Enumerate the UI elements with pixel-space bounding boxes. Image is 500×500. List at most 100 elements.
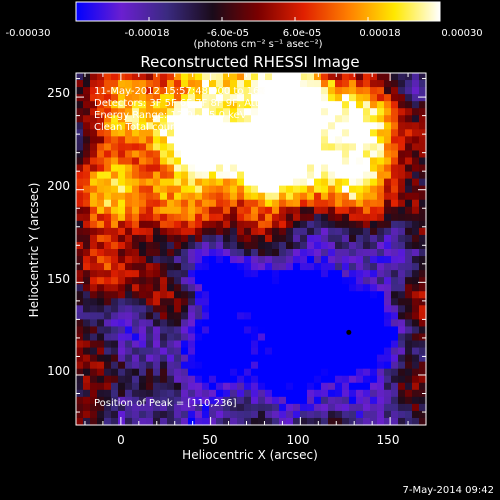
heatmap-cell (202, 220, 210, 229)
heatmap-cell (216, 115, 224, 123)
heatmap-cell (111, 389, 119, 398)
heatmap-cell (370, 220, 378, 229)
heatmap-cell (328, 354, 336, 363)
heatmap-cell (370, 312, 378, 320)
heatmap-cell (412, 361, 420, 370)
heatmap-cell (293, 73, 301, 81)
heatmap-cell (251, 403, 259, 412)
heatmap-cell (216, 382, 224, 391)
heatmap-cell (132, 185, 140, 194)
heatmap-cell (286, 241, 294, 250)
heatmap-cell (146, 185, 154, 194)
heatmap-cell (167, 122, 175, 130)
heatmap-cell (412, 382, 420, 391)
heatmap-cell (307, 150, 315, 159)
heatmap-cell (230, 227, 238, 236)
heatmap-cell (90, 185, 98, 194)
heatmap-cell (139, 305, 147, 313)
heatmap-cell (97, 291, 105, 299)
heatmap-cell (209, 354, 217, 363)
heatmap-cell (174, 403, 182, 412)
heatmap-cell (216, 256, 224, 264)
heatmap-cell (90, 150, 98, 159)
heatmap-cell (195, 375, 203, 384)
heatmap-cell (216, 298, 224, 306)
heatmap-cell (90, 87, 98, 95)
heatmap-cell (272, 101, 280, 109)
heatmap-cell (335, 213, 343, 222)
heatmap-cell (202, 234, 210, 243)
heatmap-cell (223, 234, 231, 243)
heatmap-cell (90, 347, 98, 356)
heatmap-cell (314, 241, 322, 250)
heatmap-cell (307, 340, 315, 349)
heatmap-cell (356, 305, 364, 313)
heatmap-cell (237, 192, 245, 201)
heatmap-cell (265, 284, 273, 292)
heatmap-cell (251, 333, 259, 342)
heatmap-cell (174, 305, 182, 313)
heatmap-cell (300, 410, 308, 419)
heatmap-cell (412, 312, 420, 320)
heatmap-cell (321, 143, 329, 152)
heatmap-cell (328, 291, 336, 299)
heatmap-cell (237, 178, 245, 187)
heatmap-cell (321, 270, 329, 278)
heatmap-cell (188, 326, 196, 335)
heatmap-cell (251, 227, 259, 236)
heatmap-cell (307, 368, 315, 377)
heatmap-cell (244, 185, 252, 194)
heatmap-cell (272, 108, 280, 116)
heatmap-cell (321, 220, 329, 229)
heatmap-cell (216, 368, 224, 377)
heatmap-cell (216, 361, 224, 370)
heatmap-cell (90, 270, 98, 278)
heatmap-cell (335, 129, 343, 137)
heatmap-cell (370, 368, 378, 377)
heatmap-cell (258, 108, 266, 116)
heatmap-cell (349, 368, 357, 377)
heatmap-cell (419, 206, 427, 215)
heatmap-cell (307, 417, 315, 426)
heatmap-cell (412, 241, 420, 250)
heatmap-cell (363, 150, 371, 159)
heatmap-cell (307, 319, 315, 328)
heatmap-cell (307, 171, 315, 180)
heatmap-cell (328, 136, 336, 144)
heatmap-cell (181, 227, 189, 236)
heatmap-cell (265, 305, 273, 313)
heatmap-cell (181, 94, 189, 102)
heatmap-cell (188, 298, 196, 306)
heatmap-cell (237, 87, 245, 95)
heatmap-cell (321, 157, 329, 166)
heatmap-cell (356, 256, 364, 264)
heatmap-cell (97, 150, 105, 159)
heatmap-cell (188, 122, 196, 130)
heatmap-cell (314, 305, 322, 313)
heatmap-cell (202, 227, 210, 236)
heatmap-cell (349, 94, 357, 102)
heatmap-cell (363, 213, 371, 222)
heatmap-cell (405, 305, 413, 313)
heatmap-cell (251, 136, 259, 144)
heatmap-cell (398, 241, 406, 250)
heatmap-cell (83, 291, 91, 299)
heatmap-cell (363, 375, 371, 384)
heatmap-cell (181, 340, 189, 349)
heatmap-cell (363, 192, 371, 201)
heatmap-cell (97, 234, 105, 243)
heatmap-cell (391, 192, 399, 201)
heatmap-cell (321, 375, 329, 384)
heatmap-cell (370, 263, 378, 271)
heatmap-cell (111, 115, 119, 123)
heatmap-cell (335, 115, 343, 123)
heatmap-cell (349, 122, 357, 130)
heatmap-cell (132, 136, 140, 144)
heatmap-cell (202, 319, 210, 328)
heatmap-cell (83, 284, 91, 292)
heatmap-cell (419, 263, 427, 271)
heatmap-cell (391, 206, 399, 215)
heatmap-cell (307, 361, 315, 370)
heatmap-cell (118, 347, 126, 356)
heatmap-cell (370, 256, 378, 264)
